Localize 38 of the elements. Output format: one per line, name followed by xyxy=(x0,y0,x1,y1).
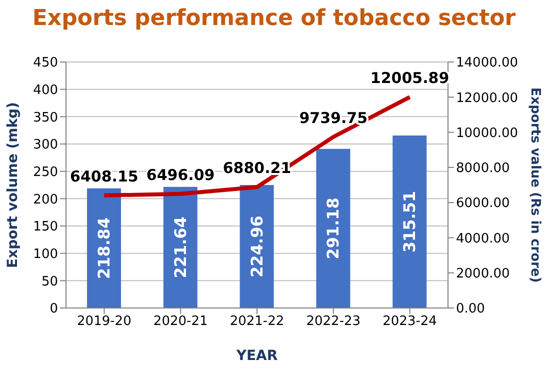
chart-title: Exports performance of tobacco sector xyxy=(31,6,517,31)
data-label: 6408.15 xyxy=(70,167,138,186)
y2-tick-label: 8000.00 xyxy=(456,161,510,176)
y-tick-label: 450 xyxy=(33,56,58,71)
y-tick-label: 0 xyxy=(50,302,58,317)
bar xyxy=(392,136,427,308)
data-label: 224.96 xyxy=(247,216,266,278)
y2-tick-label: 14000.00 xyxy=(456,56,518,71)
y-tick-label: 400 xyxy=(33,82,58,98)
data-label: 6496.09 xyxy=(146,166,215,184)
y-tick-label: 200 xyxy=(33,192,58,208)
y-tick-label: 350 xyxy=(33,110,58,126)
data-label: 12005.89 xyxy=(370,69,450,88)
y2-axis-title: Exports value (Rs in crore) xyxy=(527,87,542,283)
bar xyxy=(316,148,350,308)
x-tick-label: 2022-23 xyxy=(306,314,361,330)
y-tick-label: 50 xyxy=(41,274,58,290)
data-label: 315.51 xyxy=(400,190,420,253)
y2-tick-label: 10000.00 xyxy=(456,126,518,141)
x-tick-label: 2019-20 xyxy=(77,314,132,330)
x-tick-label: 2020-21 xyxy=(153,314,208,330)
x-tick-label: 2023-24 xyxy=(382,314,437,330)
y2-tick-label: 0.00 xyxy=(456,302,485,317)
data-label: 218.84 xyxy=(94,217,114,280)
y-tick-label: 300 xyxy=(33,138,58,153)
y-tick-label: 250 xyxy=(33,164,58,180)
data-label: 9739.75 xyxy=(299,108,368,127)
y2-tick-label: 2000.00 xyxy=(456,266,510,282)
data-label: 291.18 xyxy=(324,198,343,260)
y2-tick-label: 6000.00 xyxy=(456,196,510,212)
x-axis-title: YEAR xyxy=(235,348,278,364)
y2-tick-label: 12000.00 xyxy=(456,90,518,106)
y-tick-label: 100 xyxy=(33,246,58,262)
y-tick-label: 150 xyxy=(33,220,58,235)
data-label: 221.64 xyxy=(170,216,190,278)
x-tick-label: 2021-22 xyxy=(230,314,284,330)
y-axis-title: Export volume (mkg) xyxy=(4,102,21,268)
y2-tick-label: 4000.00 xyxy=(456,231,510,246)
